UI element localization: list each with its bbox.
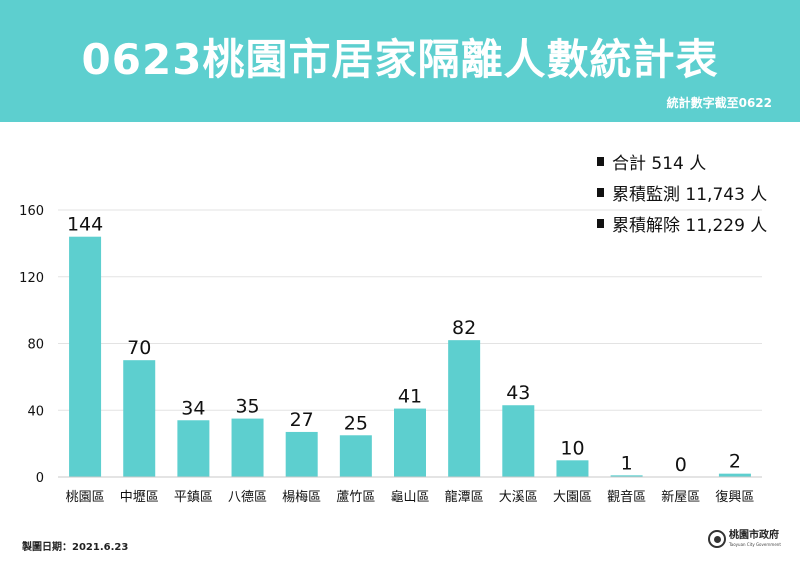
y-tick-label: 160 — [19, 204, 44, 219]
x-tick-label: 大園區 — [553, 490, 592, 505]
bar-楊梅區 — [285, 431, 318, 477]
x-tick-label: 中壢區 — [120, 490, 159, 505]
bar-觀音區 — [610, 475, 643, 477]
x-tick-label: 龜山區 — [390, 490, 429, 505]
bullet-icon — [597, 157, 604, 166]
bar-龜山區 — [394, 408, 426, 477]
x-tick-label: 復興區 — [715, 489, 754, 505]
bullet-icon — [597, 188, 604, 197]
x-tick-label: 桃園區 — [66, 490, 105, 505]
data-cutoff-note: 統計數字截至0622 — [666, 96, 772, 110]
data-label: 41 — [398, 386, 422, 408]
bar-平鎮區 — [177, 420, 210, 477]
chart-date: 製圖日期：2021.6.23 — [22, 542, 129, 553]
bar-大溪區 — [502, 405, 535, 477]
x-tick-label: 龍潭區 — [445, 489, 484, 505]
data-label: 2 — [729, 451, 741, 473]
data-label: 82 — [452, 317, 476, 339]
data-label: 27 — [290, 409, 314, 431]
data-label: 1 — [621, 452, 633, 474]
logo-english: Taoyuan City Government — [729, 542, 781, 547]
page-title: 0623桃園市居家隔離人數統計表 — [81, 35, 719, 84]
bar-桃園區 — [69, 236, 102, 477]
data-label: 43 — [506, 382, 530, 404]
y-tick-label: 80 — [27, 338, 44, 353]
summary-list: 合計 514 人 累積監測 11,743 人 累積解除 11,229 人 — [597, 146, 767, 239]
bar-蘆竹區 — [339, 435, 372, 477]
data-label: 144 — [67, 214, 103, 236]
data-label: 70 — [127, 337, 151, 359]
x-tick-label: 大溪區 — [499, 490, 538, 505]
y-tick-label: 40 — [27, 404, 44, 419]
city-seal-icon — [708, 530, 726, 548]
data-label: 25 — [344, 412, 368, 434]
summary-released-text: 累積解除 11,229 人 — [612, 216, 768, 236]
bar-chart: 04080120160144桃園區70中壢區34平鎮區35八德區27楊梅區25蘆… — [19, 204, 762, 505]
summary-item-total: 合計 514 人 — [597, 146, 767, 177]
x-tick-label: 觀音區 — [607, 489, 646, 505]
summary-item-released: 累積解除 11,229 人 — [597, 208, 767, 239]
taoyuan-gov-logo: 桃園市政府 Taoyuan City Government — [708, 530, 781, 548]
y-tick-label: 0 — [36, 471, 44, 486]
data-label: 34 — [181, 397, 205, 419]
bullet-icon — [597, 219, 604, 228]
bar-大園區 — [556, 460, 589, 477]
x-tick-label: 蘆竹區 — [336, 490, 375, 505]
bar-中壢區 — [123, 360, 156, 477]
summary-item-monitored: 累積監測 11,743 人 — [597, 177, 767, 208]
summary-total-text: 合計 514 人 — [612, 154, 707, 174]
bar-八德區 — [231, 418, 264, 477]
bar-復興區 — [718, 473, 751, 477]
logo-name: 桃園市政府 — [729, 530, 779, 541]
data-label: 10 — [560, 437, 584, 459]
x-tick-label: 八德區 — [228, 490, 267, 505]
bar-龍潭區 — [448, 340, 481, 477]
data-label: 35 — [235, 396, 259, 418]
x-tick-label: 平鎮區 — [174, 489, 213, 505]
data-label: 0 — [675, 454, 687, 476]
summary-monitored-text: 累積監測 11,743 人 — [612, 185, 768, 205]
x-tick-label: 新屋區 — [661, 489, 700, 505]
y-tick-label: 120 — [19, 271, 44, 286]
x-tick-label: 楊梅區 — [282, 489, 321, 505]
header-banner: 0623桃園市居家隔離人數統計表 統計數字截至0622 — [0, 0, 800, 122]
